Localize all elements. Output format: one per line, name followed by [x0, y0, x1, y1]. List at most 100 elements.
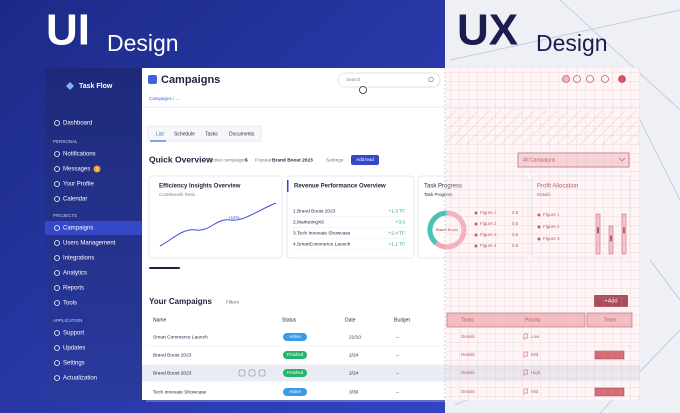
nav-item[interactable]: Updates [63, 346, 85, 352]
tab[interactable]: List [156, 131, 164, 137]
nav-icon [54, 255, 60, 261]
add-lead-button[interactable] [351, 155, 379, 165]
nav-section: PERSONAL [53, 139, 78, 144]
row-action[interactable] [238, 369, 246, 377]
status-pill [283, 388, 307, 396]
search-placeholder: Search [346, 77, 361, 82]
sketch-icon [586, 75, 594, 83]
nav-icon [54, 270, 60, 276]
legend-value: 0.5 [512, 221, 519, 226]
meta-value: 5 [245, 157, 248, 163]
nav-section: APPLICATION [53, 318, 82, 323]
cell: High [531, 370, 541, 375]
status: Active [289, 334, 301, 339]
cell: -- [396, 390, 400, 395]
column-header: Team [604, 317, 616, 323]
nav-item[interactable]: Calendar [63, 197, 87, 203]
cell: Smart Commerce Launch [153, 334, 208, 340]
row-action[interactable] [258, 369, 266, 377]
legend-dot [537, 225, 541, 229]
list-item: 4.SmartCommerce Launch [293, 241, 351, 247]
nav-item[interactable]: Reports [63, 286, 84, 292]
cell: 21/10 [349, 334, 361, 340]
legend-label: Figure 1 [543, 212, 560, 217]
card [148, 175, 283, 259]
nav-icon [54, 181, 60, 187]
bar-sketch [595, 213, 601, 255]
sketch-icon [601, 75, 609, 83]
tab[interactable]: Tasks [205, 131, 218, 137]
cell: Brand Boost 2023 [153, 370, 192, 376]
nav-item[interactable]: Users Management [63, 241, 116, 247]
nav-item[interactable]: Notifications [63, 152, 96, 158]
legend-dot [474, 233, 478, 237]
brand-logo [66, 82, 74, 90]
row-action[interactable] [248, 369, 256, 377]
nav-item[interactable]: Actualization [63, 376, 97, 382]
team-badge [594, 387, 625, 397]
card-accent [287, 180, 289, 192]
nav-item[interactable]: Analytics [63, 271, 87, 277]
cell: Details [461, 334, 476, 339]
row-highlight [142, 365, 640, 381]
cell: 3/30 [349, 389, 359, 395]
team-badge [594, 350, 625, 360]
sketch-stroke [649, 259, 680, 301]
nav-item[interactable]: Messages [63, 167, 90, 173]
sketch-icon [562, 75, 570, 83]
nav-item[interactable]: Dashboard [63, 121, 92, 127]
donut-arc [427, 210, 448, 245]
tab[interactable]: Schedule [174, 131, 195, 137]
nav-item[interactable]: Tools [63, 301, 77, 307]
nav-item[interactable]: Settings [63, 361, 85, 367]
settings-link[interactable]: Settings [326, 157, 344, 163]
tab[interactable]: Documents [229, 131, 255, 137]
nav-icon [54, 196, 60, 202]
legend-dot [474, 211, 478, 215]
bar-marker [610, 235, 612, 242]
column-header: Budget [394, 317, 410, 323]
cell: Details [461, 389, 476, 394]
nav-icon [54, 151, 60, 157]
nav-item[interactable]: Support [63, 331, 84, 337]
cell: -- [396, 371, 400, 376]
trend-line [159, 202, 277, 247]
card-title: Revenue Performance Overview [294, 184, 386, 190]
card-title: Task Progress [424, 184, 462, 190]
legend-dot [537, 213, 541, 217]
card-title: Efficiency Insights Overview [159, 184, 241, 190]
nav-item[interactable]: Campaigns [63, 226, 93, 232]
status-pill [283, 369, 307, 377]
cell: Tech Innovate Showcase [153, 389, 207, 395]
section-title: Quick Overview [149, 154, 213, 164]
list-value: +3.6 [396, 219, 406, 225]
cell: -- [396, 335, 400, 340]
list-value: +1.3 TF [388, 208, 405, 214]
donut-label: Brand Boost [436, 227, 459, 232]
filter-link[interactable]: Filters [226, 299, 240, 305]
column-header: Status [282, 317, 297, 323]
tab-bar [147, 125, 262, 142]
search-box[interactable] [337, 72, 441, 88]
nav-item[interactable]: Integrations [63, 256, 94, 262]
sketch-icon [618, 75, 626, 83]
column-header: Name [153, 317, 167, 323]
cell: -- [396, 353, 400, 358]
nav-icon [54, 300, 60, 306]
cell: 2/24 [349, 370, 359, 376]
nav-item[interactable]: Your Profile [63, 182, 94, 188]
nav-section: PROJECTS [53, 213, 77, 218]
sketch-icon [573, 75, 581, 83]
chart-annotation: +12% [228, 215, 240, 220]
status: Active [289, 389, 301, 394]
status: Finished [287, 370, 304, 375]
legend-label: Figure 3 [480, 232, 497, 237]
card-subtitle: Cost/Benefit Ratio [159, 192, 196, 197]
column-header: Tasks [461, 317, 474, 323]
badge [93, 165, 101, 173]
status-pill [283, 333, 307, 341]
page-title: Campaigns [161, 74, 220, 86]
legend-label: Figure 1 [480, 210, 497, 215]
brand-name: Task Flow [79, 83, 113, 90]
